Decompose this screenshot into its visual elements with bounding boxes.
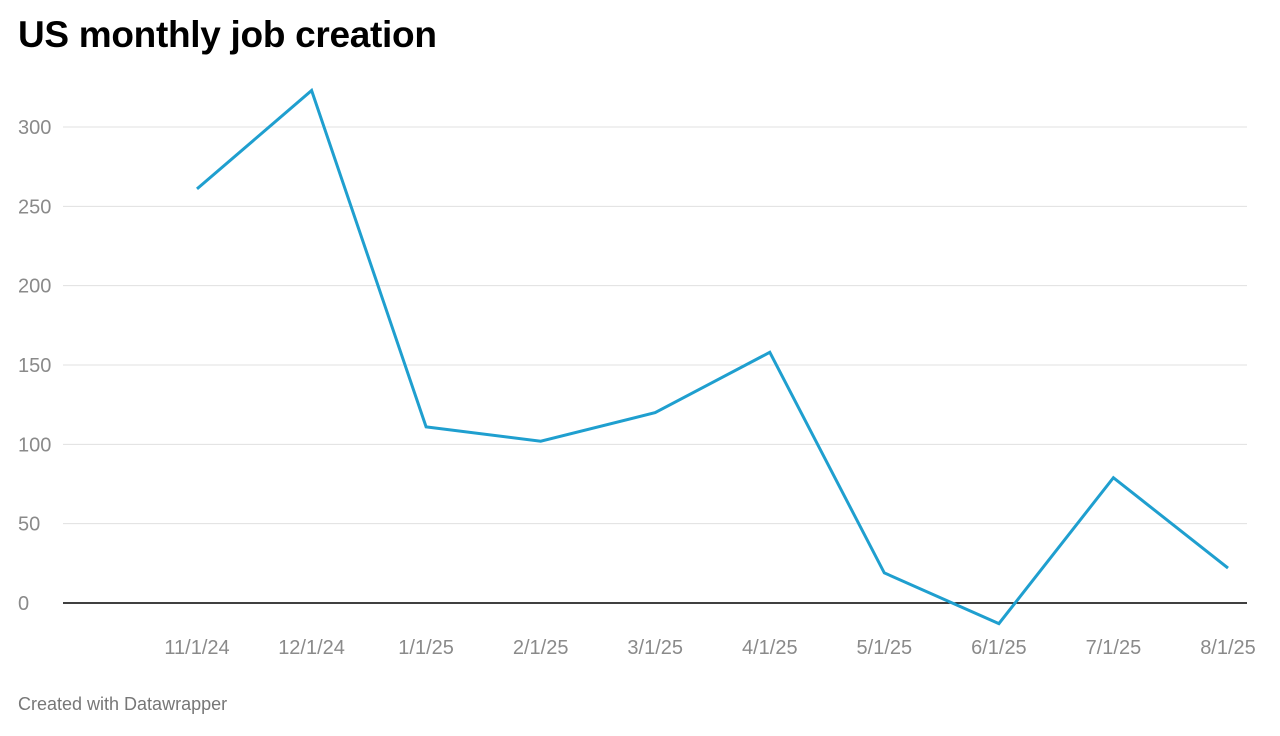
series-line — [196, 87, 1229, 626]
gridlines — [63, 126, 1247, 604]
series-layer — [193, 87, 1232, 628]
y-tick-label: 0 — [18, 593, 29, 615]
data-point — [193, 185, 201, 193]
x-tick-label: 8/1/25 — [1200, 637, 1256, 659]
x-tick-label: 5/1/25 — [857, 637, 913, 659]
data-point — [995, 620, 1003, 628]
x-tick-label: 2/1/25 — [513, 637, 569, 659]
x-tick-label: 11/1/24 — [164, 637, 229, 659]
data-point — [766, 348, 774, 356]
data-point — [308, 87, 316, 95]
y-tick-label: 300 — [18, 117, 51, 139]
data-point — [1109, 474, 1117, 482]
x-tick-label: 4/1/25 — [742, 637, 798, 659]
x-tick-label: 7/1/25 — [1086, 637, 1142, 659]
chart-title: US monthly job creation — [18, 14, 437, 55]
data-point — [422, 423, 430, 431]
x-tick-label: 3/1/25 — [627, 637, 683, 659]
y-tick-label: 200 — [18, 276, 51, 298]
y-tick-label: 150 — [18, 355, 51, 377]
x-tick-label: 1/1/25 — [398, 637, 454, 659]
y-tick-label: 250 — [18, 196, 51, 218]
data-point — [537, 437, 545, 445]
x-tick-label: 6/1/25 — [971, 637, 1027, 659]
data-point — [1224, 564, 1232, 572]
footer-credit: Created with Datawrapper — [18, 694, 228, 714]
x-axis-ticks: 11/1/24 12/1/24 1/1/25 2/1/25 3/1/25 4/1/25 5/… — [164, 637, 1255, 659]
y-axis-ticks: 0 50 100 150 200 250 300 — [18, 117, 51, 615]
x-tick-label: 12/1/24 — [278, 637, 345, 659]
data-point — [651, 409, 659, 417]
y-tick-label: 100 — [18, 434, 51, 456]
y-tick-label: 50 — [18, 514, 40, 536]
data-point — [880, 569, 888, 577]
